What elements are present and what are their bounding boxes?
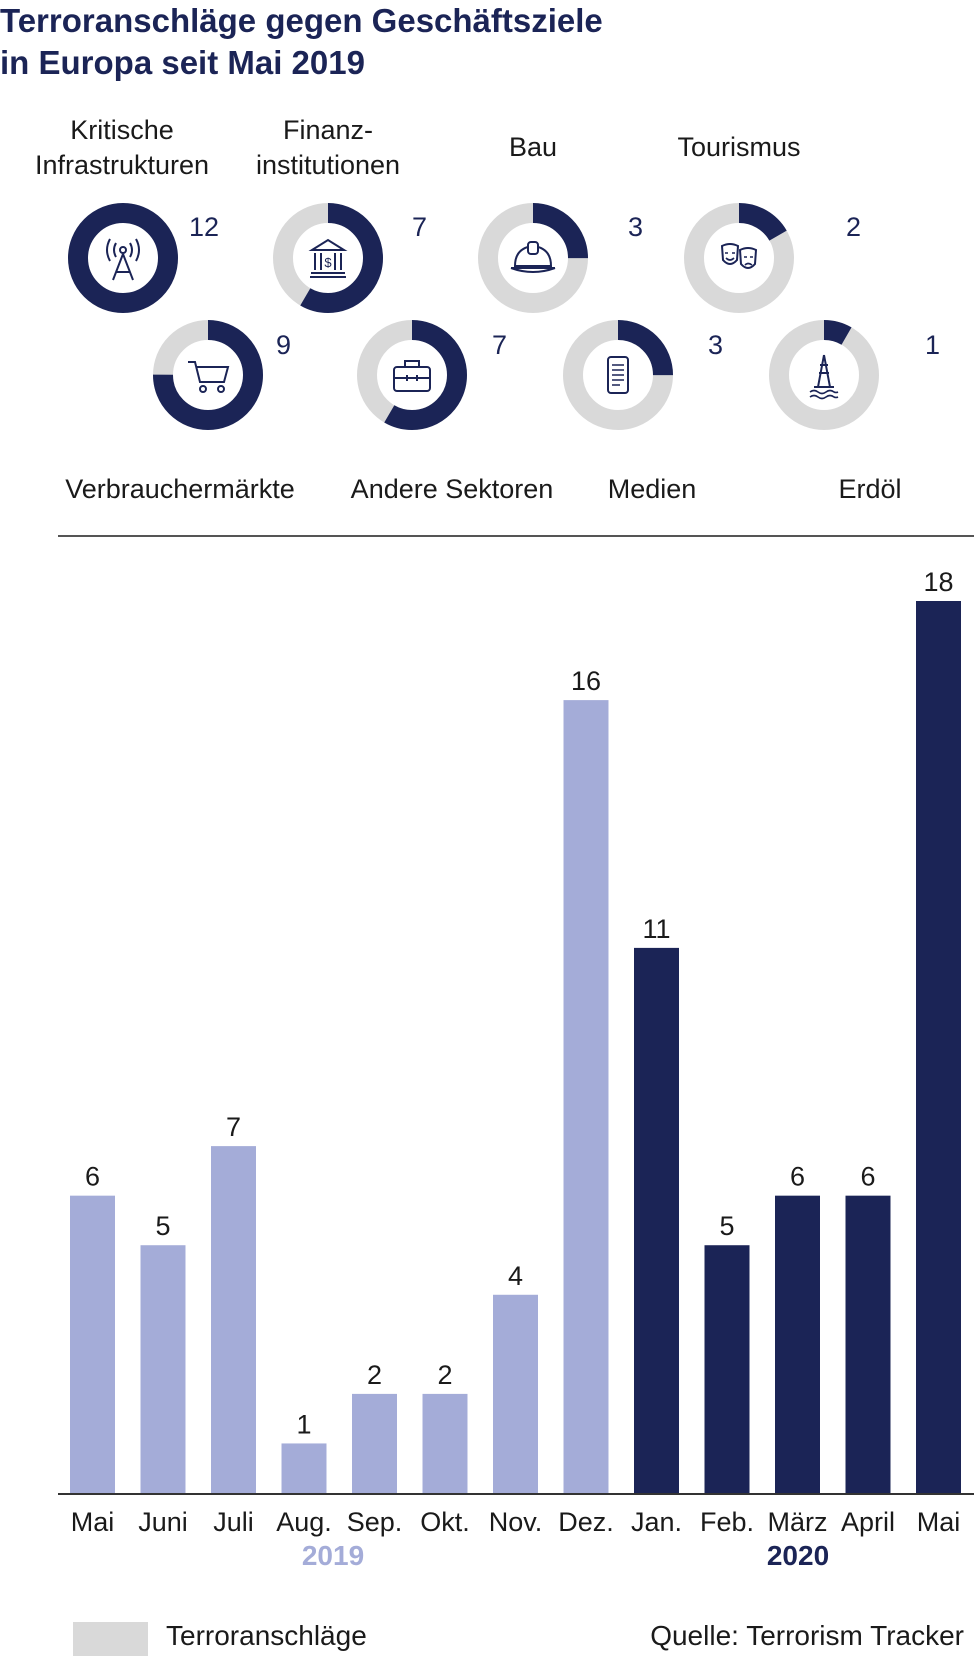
x-tick-label: Juli [213, 1507, 254, 1537]
briefcase-icon [393, 360, 431, 392]
donut-segment [563, 320, 673, 430]
bar-6 [493, 1294, 538, 1493]
sector-label-erdoel: Erdöl [838, 474, 902, 504]
donut-segment [153, 320, 263, 430]
bar-8 [634, 947, 679, 1493]
bar-2 [211, 1146, 256, 1493]
sector-label-andere-sektoren: Andere Sektoren [350, 474, 554, 504]
sector-label-medien: Medien [607, 474, 697, 504]
bar-1 [140, 1245, 186, 1493]
section-divider [58, 535, 974, 537]
count-bau: 3 [628, 212, 644, 242]
count-tourismus: 2 [846, 212, 862, 242]
donut-bau [478, 203, 588, 313]
donut-verbrauchermaerkte [153, 320, 263, 430]
x-tick-label: Okt. [420, 1507, 470, 1537]
sector-label-bau: Bau [508, 132, 558, 162]
count-finanzinstitutionen: 7 [412, 212, 428, 242]
theater-masks-icon [720, 243, 758, 269]
bar-12 [916, 601, 961, 1493]
bar-5 [422, 1393, 468, 1493]
donut-segment [684, 203, 794, 313]
bar-value-label: 2 [367, 1360, 382, 1390]
bar-value-label: 16 [571, 666, 601, 696]
bar-10 [775, 1195, 820, 1493]
bar-value-label: 18 [923, 567, 953, 597]
x-tick-label: Mai [917, 1507, 961, 1537]
smartphone-icon [607, 356, 629, 394]
bar-value-label: 5 [719, 1211, 734, 1241]
donut-erdoel [769, 320, 879, 430]
count-verbrauchermaerkte: 9 [276, 330, 292, 360]
x-tick-label: April [841, 1507, 895, 1537]
donut-medien [563, 320, 673, 430]
donut-segment [357, 320, 467, 430]
sector-label-kritische-infrastrukturen: Kritische Infrastrukturen [34, 115, 210, 180]
source-note: Quelle: Terrorism Tracker [650, 1620, 964, 1651]
svg-text:$: $ [324, 255, 332, 270]
year-label-2020: 2020 [766, 1540, 830, 1571]
bar-11 [845, 1195, 891, 1493]
bar-value-label: 7 [226, 1112, 241, 1142]
donut-segment [769, 320, 879, 430]
chart-title-line-2: in Europa seit Mai 2019 [0, 44, 365, 81]
donut-finanzinstitutionen: $ [273, 203, 383, 313]
bar-4 [352, 1393, 397, 1493]
x-tick-label: Aug. [276, 1507, 332, 1537]
donut-andere-sektoren [357, 320, 467, 430]
bar-value-label: 6 [790, 1162, 805, 1192]
bar-3 [281, 1443, 327, 1493]
bar-value-label: 4 [508, 1261, 523, 1291]
x-tick-label: Mai [71, 1507, 115, 1537]
donut-segment [273, 203, 383, 313]
sector-label-finanzinstitutionen: Finanz- institutionen [255, 115, 401, 180]
shopping-cart-icon [188, 361, 230, 393]
antenna-icon [106, 238, 140, 281]
x-tick-label: Juni [138, 1507, 188, 1537]
count-medien: 3 [708, 330, 724, 360]
sector-label-verbrauchermaerkte: Verbrauchermärkte [65, 474, 295, 504]
count-erdoel: 1 [925, 330, 941, 360]
legend-label: Terroranschläge [166, 1620, 367, 1651]
bar-value-label: 2 [437, 1360, 452, 1390]
hardhat-icon [510, 241, 556, 273]
x-tick-label: Nov. [489, 1507, 543, 1537]
sector-label-tourismus: Tourismus [677, 132, 801, 162]
oil-rig-icon [809, 354, 839, 400]
x-tick-label: Dez. [558, 1507, 614, 1537]
legend-swatch [73, 1622, 148, 1656]
bar-7 [563, 700, 609, 1493]
donut-tourismus [684, 203, 794, 313]
year-label-2019: 2019 [301, 1540, 365, 1571]
donut-segment [68, 203, 178, 313]
bar-9 [704, 1245, 750, 1493]
bar-value-label: 6 [860, 1162, 875, 1192]
donut-segment [478, 203, 588, 313]
bar-0 [70, 1195, 115, 1493]
bar-value-label: 5 [155, 1211, 170, 1241]
chart-title: Terroranschläge gegen Geschäftsziele in … [0, 0, 603, 84]
count-kritische-infrastrukturen: 12 [189, 212, 220, 242]
bar-value-label: 11 [642, 914, 670, 944]
chart-title-line-1: Terroranschläge gegen Geschäftsziele [0, 2, 603, 39]
x-tick-label: Sep. [347, 1507, 403, 1537]
bank-icon: $ [308, 238, 348, 278]
bar-value-label: 6 [85, 1162, 100, 1192]
bar-value-label: 1 [296, 1409, 311, 1439]
count-andere-sektoren: 7 [492, 330, 508, 360]
donut-kritische-infrastrukturen [68, 203, 178, 313]
x-tick-label: Jan. [631, 1507, 682, 1537]
x-tick-label: Feb. [700, 1507, 754, 1537]
x-tick-label: März [768, 1507, 828, 1537]
